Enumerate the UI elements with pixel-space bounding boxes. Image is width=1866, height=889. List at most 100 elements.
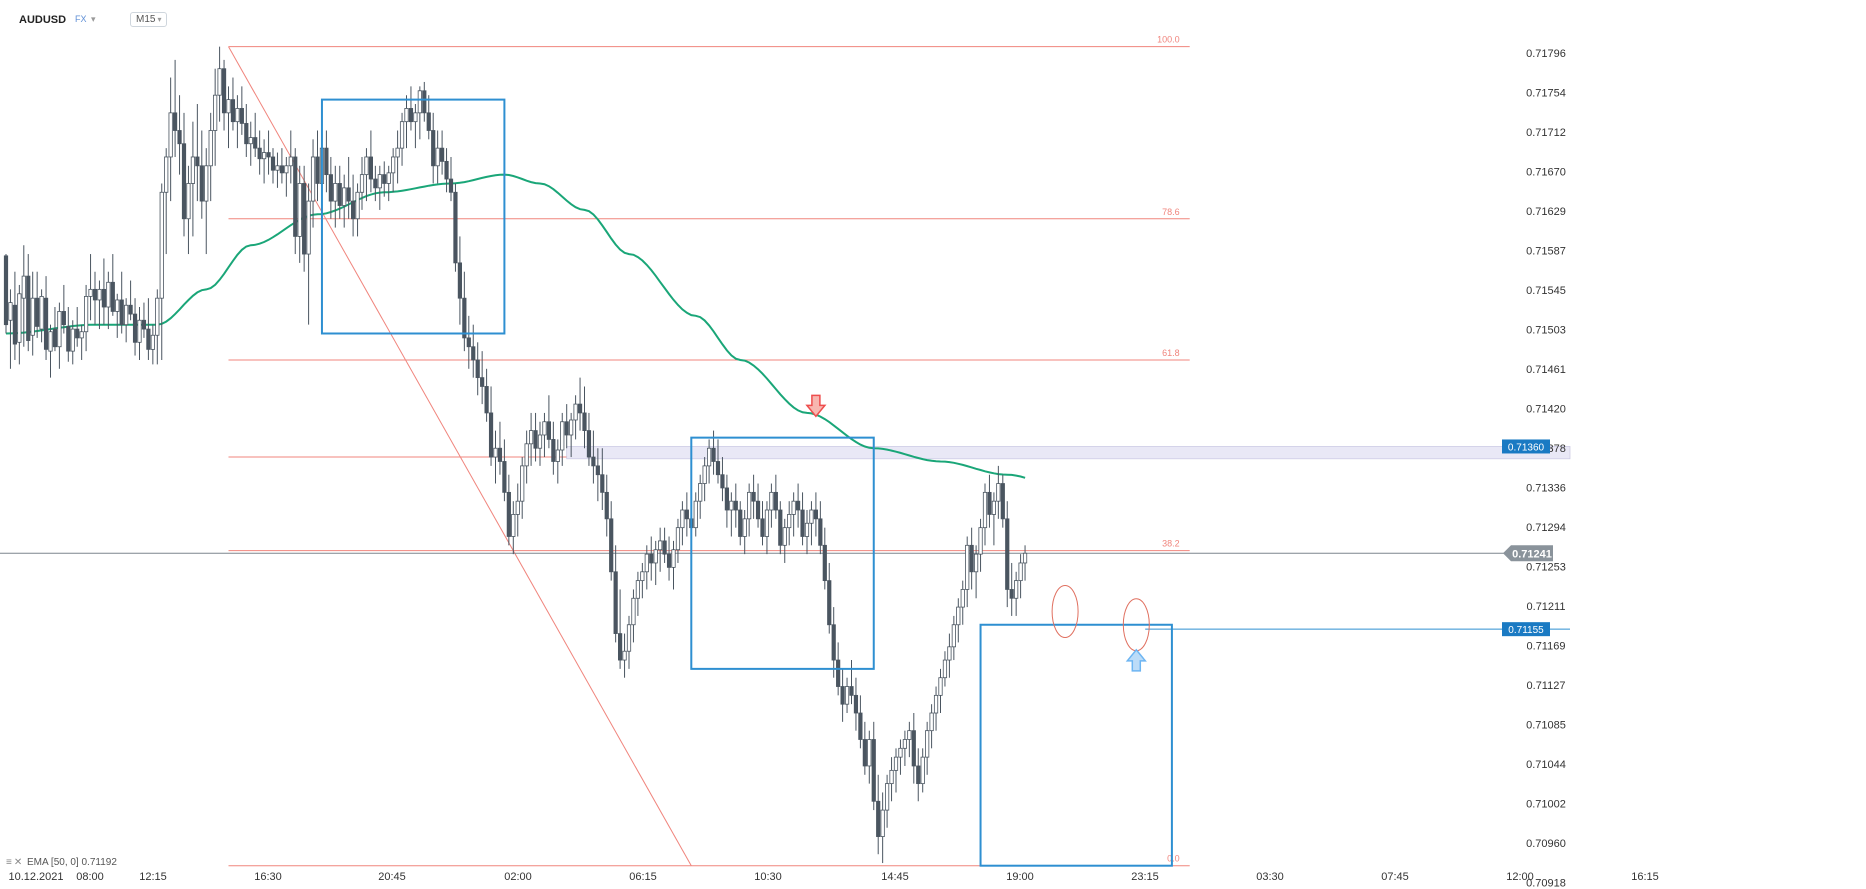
candle-body [310, 156, 316, 202]
candle [124, 298, 129, 343]
candle [542, 412, 547, 458]
candle-body [355, 191, 360, 220]
candle-body [582, 412, 587, 431]
candle-body [328, 174, 333, 202]
candle-body [876, 800, 881, 837]
candle [533, 412, 538, 462]
candle [925, 721, 930, 775]
candle-body [809, 509, 814, 524]
candle-body [693, 500, 698, 529]
candle [800, 492, 805, 546]
candle-body [551, 439, 556, 462]
candle-body [21, 275, 26, 299]
y-tick-label: 0.71712 [1526, 127, 1566, 139]
candle-body [426, 112, 431, 131]
candle [417, 86, 422, 140]
candle-body [404, 108, 409, 123]
candle [947, 633, 952, 678]
candle-body [911, 730, 916, 767]
candle [230, 77, 236, 131]
candle [88, 254, 93, 321]
chevron-down-icon[interactable]: ▾ [91, 14, 96, 24]
indicator-legend[interactable]: ≡ ✕ EMA [50, 0] 0.71192 [6, 857, 117, 868]
candle [302, 165, 307, 272]
candle-body [840, 686, 845, 705]
candle-body [515, 500, 520, 515]
candle [177, 95, 182, 175]
x-tick-label: 16:15 [1631, 871, 1659, 883]
candle [680, 501, 685, 546]
candle [916, 748, 921, 802]
candle-body [600, 474, 605, 493]
candle [435, 130, 440, 184]
candle [1000, 474, 1005, 528]
candle-body [853, 694, 859, 714]
candle-body [787, 514, 792, 529]
candle-body [831, 624, 836, 661]
candle-body [698, 483, 703, 502]
candle [631, 589, 636, 643]
candle [996, 465, 1001, 519]
candle-body [684, 509, 689, 520]
price-level-tag-bg [1502, 622, 1550, 637]
candle [30, 271, 35, 356]
candle-body [119, 299, 124, 326]
candle-body [813, 509, 819, 520]
timeframe-selector[interactable]: M15 ▾ [130, 12, 168, 27]
candle [893, 748, 899, 793]
candle [350, 174, 356, 237]
candle-body [159, 191, 164, 299]
candle [444, 148, 449, 193]
candle [787, 501, 792, 546]
candle-body [26, 275, 31, 341]
candle-body [493, 447, 498, 458]
candle [831, 607, 836, 678]
candle [506, 474, 511, 546]
candle-body [1022, 552, 1028, 564]
candle-body [141, 319, 147, 330]
candle-body [506, 491, 511, 537]
candle-body [974, 553, 979, 573]
candle-body [956, 606, 961, 626]
bars-icon[interactable]: ≡ [6, 857, 12, 868]
candle [97, 280, 102, 330]
y-tick-label: 0.71461 [1526, 364, 1566, 376]
candle-body [448, 178, 454, 193]
candle-body [257, 147, 262, 160]
candle-body [724, 487, 730, 511]
candle [466, 315, 471, 369]
candle [942, 651, 948, 687]
candle-body [546, 421, 552, 440]
y-tick-label: 0.71294 [1526, 522, 1566, 534]
close-icon[interactable]: ✕ [13, 857, 23, 868]
candle [858, 695, 863, 749]
candle [217, 46, 222, 122]
candle [791, 492, 796, 537]
candle [529, 412, 534, 466]
candle-body [715, 461, 721, 476]
candle [751, 474, 756, 519]
price-level-tag: 0.71360 [1502, 439, 1550, 454]
candle [551, 421, 556, 475]
candle [342, 174, 347, 228]
market-type[interactable]: FX [75, 14, 87, 24]
candle [146, 298, 151, 360]
current-price-tag-text: 0.71241 [1512, 548, 1552, 560]
candle-body [261, 152, 267, 160]
candle [137, 307, 142, 360]
candle [991, 492, 997, 546]
candle [818, 501, 823, 555]
candle-body [413, 112, 418, 123]
candle [288, 130, 293, 184]
candle-body [186, 183, 191, 220]
candle [738, 501, 743, 546]
candle [666, 536, 672, 581]
candle-body [858, 712, 863, 740]
candle-body [849, 686, 854, 696]
candle [208, 112, 213, 202]
x-tick-label: 16:30 [254, 871, 282, 883]
instrument-symbol[interactable]: AUDUSD [19, 14, 67, 26]
candle-body [84, 296, 89, 333]
candle-body [649, 553, 654, 564]
